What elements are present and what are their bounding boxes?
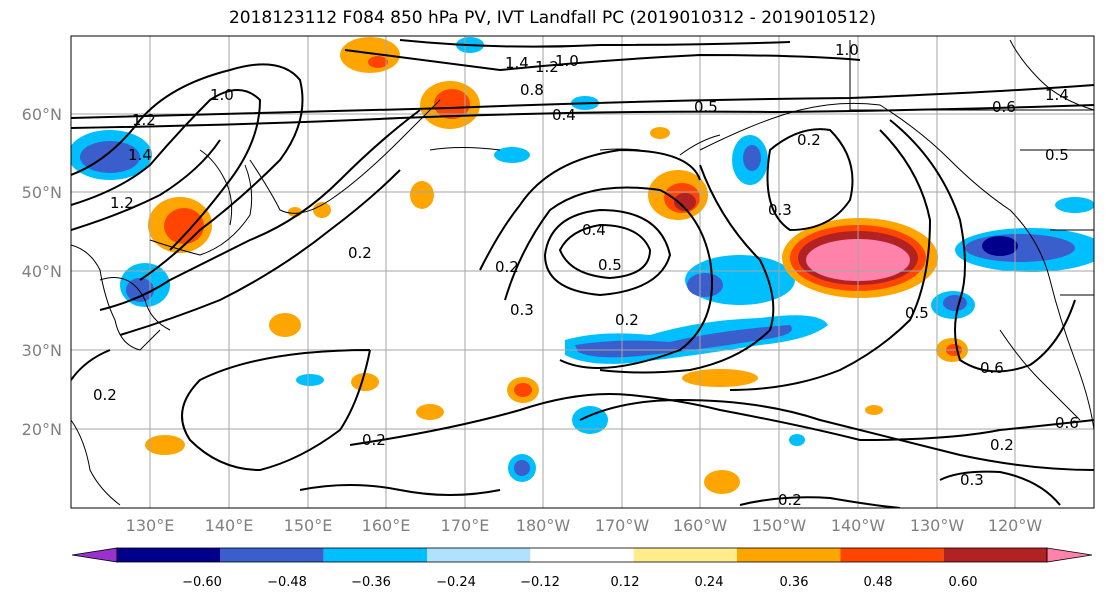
contour-label-group: 1.4 1.2 1.0 0.8 0.5 0.4 0.2 1.2 1.4 1.2 … [93, 41, 1079, 509]
colorbar-tick: −0.60 [182, 575, 222, 590]
colorbar-tick: −0.12 [520, 575, 560, 590]
lon-label: 130°E [126, 516, 175, 535]
lon-label: 130°W [910, 516, 965, 535]
colorbar-segment [530, 548, 634, 562]
contour-label: 0.3 [510, 301, 534, 319]
contour-lines [71, 39, 1094, 508]
contour-label: 1.2 [535, 58, 559, 76]
colorbar-segments [71, 547, 1093, 563]
contour-label: 1.0 [210, 86, 234, 104]
lon-label: 170°W [595, 516, 650, 535]
contour-label: 0.4 [582, 221, 606, 239]
contour-label: 0.3 [768, 201, 792, 219]
grid-lines [71, 36, 1094, 508]
colorbar-tick: −0.24 [436, 575, 476, 590]
contour-label: 0.5 [905, 304, 929, 322]
contour-label: 0.2 [797, 131, 821, 149]
colorbar-tick: 0.12 [611, 575, 640, 590]
lon-label: 140°W [831, 516, 886, 535]
lon-label: 140°E [205, 516, 254, 535]
contour-label: 0.6 [992, 98, 1016, 116]
contour-label: 0.3 [960, 471, 984, 489]
lon-label: 160°E [362, 516, 411, 535]
contour-label: 0.4 [552, 106, 576, 124]
colorbar-ticks: −0.60 −0.48 −0.36 −0.24 −0.12 0.12 0.24 … [182, 575, 977, 590]
contour-label: 0.2 [495, 258, 519, 276]
colorbar-segment [323, 548, 427, 562]
colorbar-tick: 0.60 [949, 575, 978, 590]
lat-label: 50°N [22, 183, 62, 202]
contour-label: 1.0 [555, 52, 579, 70]
map-frame [70, 35, 1095, 509]
contour-label: 0.2 [990, 436, 1014, 454]
colorbar-extend-min [71, 547, 118, 563]
contour-label: 1.4 [505, 54, 529, 72]
colorbar-tick: −0.36 [351, 575, 391, 590]
colorbar-segment [220, 548, 324, 562]
latitude-labels: 60°N 50°N 40°N 30°N 20°N [22, 105, 62, 439]
contour-label: 0.2 [615, 311, 639, 329]
contour-label: 1.2 [132, 111, 156, 129]
colorbar-segment [943, 548, 1047, 562]
contour-label: 0.2 [93, 386, 117, 404]
colorbar-extend-max [1046, 547, 1093, 563]
longitude-labels: 130°E 140°E 150°E 160°E 170°E 180°W 170°… [126, 516, 1043, 535]
contour-label: 0.5 [694, 98, 718, 116]
figure-title: 2018123112 F084 850 hPa PV, IVT Landfall… [228, 8, 876, 28]
lon-label: 170°E [441, 516, 490, 535]
colorbar-tick: 0.24 [695, 575, 724, 590]
contour-label: 0.5 [598, 256, 622, 274]
contour-label: 0.2 [362, 431, 386, 449]
lon-label: 150°W [752, 516, 807, 535]
lat-label: 30°N [22, 341, 62, 360]
contour-label: 0.2 [778, 491, 802, 509]
lon-label: 150°E [284, 516, 333, 535]
contour-label: 0.2 [348, 244, 372, 262]
colorbar-tick: 0.36 [780, 575, 809, 590]
contour-label: 1.4 [1045, 86, 1069, 104]
colorbar-segment [840, 548, 944, 562]
lon-label: 180°W [516, 516, 571, 535]
contour-label: 0.5 [1045, 146, 1069, 164]
colorbar-segment [427, 548, 531, 562]
colorbar-border [116, 547, 1048, 563]
contour-label: 1.0 [835, 41, 859, 59]
lon-label: 160°W [673, 516, 728, 535]
colorbar-segment [633, 548, 737, 562]
contour-label: 1.2 [110, 194, 134, 212]
colorbar-tick: 0.48 [864, 575, 893, 590]
contour-label: 0.8 [520, 81, 544, 99]
colorbar-segment [737, 548, 841, 562]
lat-label: 60°N [22, 105, 62, 124]
contour-label: 0.6 [980, 359, 1004, 377]
lat-label: 40°N [22, 262, 62, 281]
colorbar-tick: −0.48 [267, 575, 307, 590]
contour-label: 0.6 [1055, 414, 1079, 432]
colorbar-segment [117, 548, 221, 562]
lat-label: 20°N [22, 420, 62, 439]
contour-label: 1.4 [128, 146, 152, 164]
lon-label: 120°W [988, 516, 1043, 535]
colorbar: −0.60 −0.48 −0.36 −0.24 −0.12 0.12 0.24 … [71, 547, 1093, 590]
